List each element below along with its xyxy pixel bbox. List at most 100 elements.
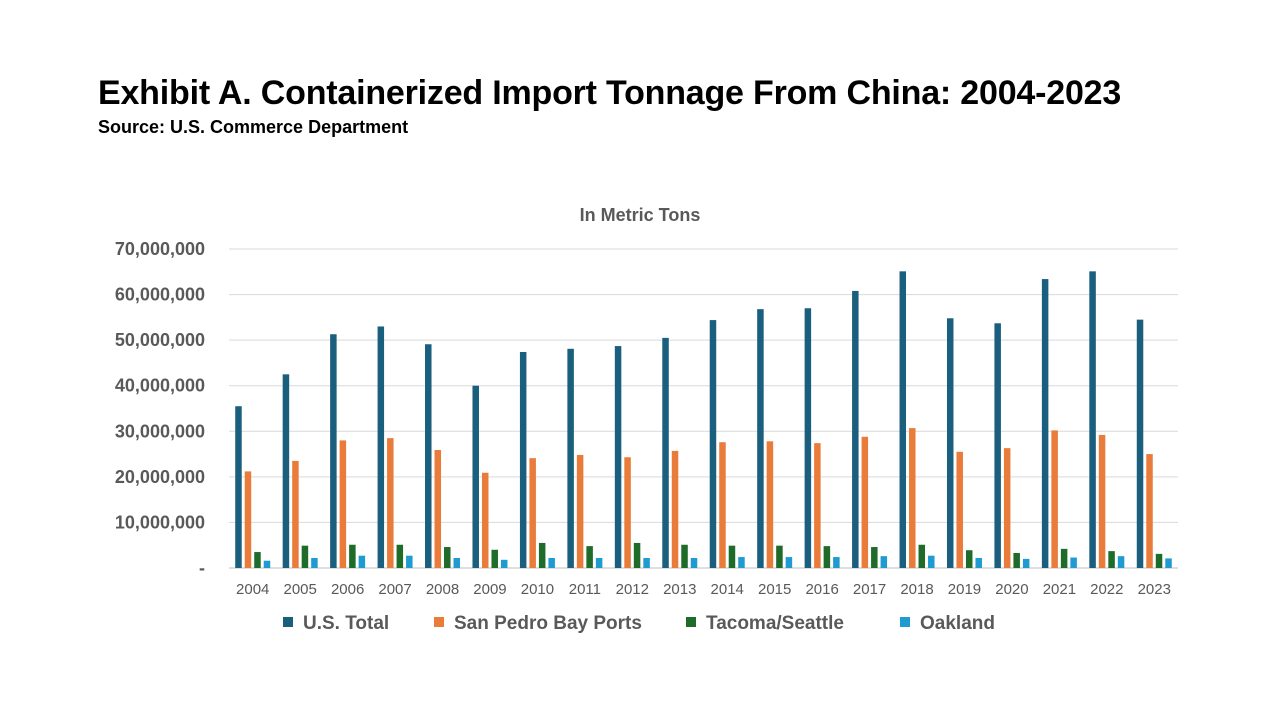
x-tick-label: 2009	[473, 581, 506, 598]
bar-san-pedro-bay-ports-2004	[244, 471, 252, 568]
bar-san-pedro-bay-ports-2008	[434, 449, 442, 568]
bar-san-pedro-bay-ports-2009	[481, 472, 489, 568]
page-title: Exhibit A. Containerized Import Tonnage …	[98, 74, 1122, 112]
bar-san-pedro-bay-ports-2006	[339, 440, 347, 568]
legend-swatch-oakland	[900, 617, 910, 627]
bar-tacoma-seattle-2009	[491, 549, 498, 568]
x-tick-label: 2023	[1138, 581, 1171, 598]
legend: U.S. Total San Pedro Bay Ports Tacoma/Seat…	[283, 613, 995, 634]
x-axis-ticks: 2004 2005 2006 2007 2008 2009 2010 2011 2012 2013…	[236, 581, 1171, 598]
bar-tacoma-seattle-2010	[538, 542, 546, 568]
bar-san-pedro-bay-ports-2016	[814, 443, 821, 568]
bar-oakland-2005	[311, 557, 318, 568]
x-tick-label: 2006	[331, 581, 364, 598]
x-tick-label: 2013	[663, 581, 696, 598]
bar-oakland-2022	[1117, 556, 1125, 568]
bar-san-pedro-bay-ports-2011	[576, 454, 584, 568]
y-tick-label: -	[199, 558, 205, 578]
bar-san-pedro-bay-ports-2023	[1146, 454, 1153, 568]
x-tick-label: 2021	[1043, 581, 1076, 598]
bar-san-pedro-bay-ports-2007	[387, 438, 394, 568]
legend-label-oakland: Oakland	[920, 613, 995, 634]
bar-san-pedro-bay-ports-2013	[671, 450, 679, 568]
bar-oakland-2011	[595, 557, 603, 568]
bar-u-s-total-2007	[377, 326, 385, 568]
bar-oakland-2010	[548, 557, 555, 568]
bar-tacoma-seattle-2004	[254, 552, 261, 568]
bars	[235, 271, 1172, 568]
bar-oakland-2016	[833, 557, 840, 568]
bar-tacoma-seattle-2016	[823, 546, 831, 568]
bar-san-pedro-bay-ports-2010	[529, 458, 536, 568]
bar-oakland-2013	[690, 557, 698, 568]
x-tick-label: 2007	[378, 581, 411, 598]
bar-tacoma-seattle-2007	[396, 544, 404, 568]
x-tick-label: 2010	[521, 581, 554, 598]
y-tick-label: 10,000,000	[115, 512, 205, 532]
x-tick-label: 2022	[1090, 581, 1123, 598]
x-tick-label: 2015	[758, 581, 791, 598]
bar-u-s-total-2014	[709, 320, 717, 568]
bar-tacoma-seattle-2011	[586, 546, 593, 568]
bar-san-pedro-bay-ports-2015	[766, 441, 774, 568]
bar-san-pedro-bay-ports-2022	[1098, 434, 1106, 568]
legend-swatch-san-pedro-bay-ports	[434, 617, 444, 627]
bar-oakland-2008	[453, 557, 461, 568]
bar-tacoma-seattle-2021	[1060, 548, 1068, 568]
bar-tacoma-seattle-2023	[1155, 553, 1163, 568]
x-tick-label: 2017	[853, 581, 886, 598]
y-tick-label: 40,000,000	[115, 376, 205, 396]
bar-tacoma-seattle-2022	[1108, 551, 1115, 568]
bar-tacoma-seattle-2005	[301, 545, 309, 568]
x-tick-label: 2004	[236, 581, 269, 598]
bar-san-pedro-bay-ports-2017	[861, 436, 869, 568]
bar-u-s-total-2006	[330, 334, 337, 568]
bar-u-s-total-2015	[757, 309, 764, 568]
y-tick-label: 30,000,000	[115, 421, 205, 441]
x-tick-label: 2016	[805, 581, 838, 598]
x-tick-label: 2012	[616, 581, 649, 598]
legend-swatch-u-s-total	[283, 617, 293, 627]
bar-u-s-total-2016	[804, 308, 812, 568]
x-tick-label: 2011	[569, 581, 601, 598]
bar-san-pedro-bay-ports-2012	[624, 457, 631, 568]
bar-u-s-total-2017	[852, 290, 859, 568]
y-tick-label: 50,000,000	[115, 330, 205, 350]
bar-oakland-2023	[1165, 558, 1172, 568]
x-tick-label: 2019	[948, 581, 981, 598]
y-tick-label: 20,000,000	[115, 467, 205, 487]
bar-oakland-2006	[358, 555, 366, 568]
legend-label-tacoma-seattle: Tacoma/Seattle	[706, 613, 844, 634]
bar-u-s-total-2005	[282, 374, 290, 568]
bar-tacoma-seattle-2006	[349, 544, 356, 568]
bar-tacoma-seattle-2015	[776, 545, 783, 568]
legend-label-u-s-total: U.S. Total	[303, 613, 389, 634]
chart-title: In Metric Tons	[580, 205, 701, 225]
bar-san-pedro-bay-ports-2005	[292, 460, 299, 568]
bar-u-s-total-2010	[519, 351, 527, 568]
bar-oakland-2017	[880, 556, 888, 568]
bar-oakland-2021	[1070, 557, 1077, 568]
bar-san-pedro-bay-ports-2021	[1051, 430, 1058, 568]
y-tick-label: 60,000,000	[115, 285, 205, 305]
bar-u-s-total-2012	[614, 346, 622, 568]
bar-u-s-total-2020	[994, 323, 1001, 568]
y-axis-ticks: - 10,000,000 20,000,000 30,000,000 40,000,00…	[115, 239, 205, 578]
bar-u-s-total-2004	[235, 406, 242, 568]
page-subtitle: Source: U.S. Commerce Department	[98, 117, 409, 137]
bar-oakland-2020	[1022, 558, 1030, 568]
x-tick-label: 2020	[995, 581, 1028, 598]
bar-oakland-2018	[928, 555, 935, 568]
x-tick-label: 2018	[900, 581, 933, 598]
bar-san-pedro-bay-ports-2014	[719, 442, 726, 568]
bar-u-s-total-2013	[662, 337, 669, 568]
bar-u-s-total-2023	[1136, 319, 1144, 568]
bar-tacoma-seattle-2013	[681, 544, 688, 568]
bar-oakland-2019	[975, 557, 982, 568]
bar-u-s-total-2008	[425, 344, 432, 568]
y-tick-label: 70,000,000	[115, 239, 205, 259]
bar-oakland-2009	[500, 559, 508, 568]
bar-u-s-total-2021	[1041, 279, 1049, 568]
bar-san-pedro-bay-ports-2020	[1003, 448, 1011, 568]
